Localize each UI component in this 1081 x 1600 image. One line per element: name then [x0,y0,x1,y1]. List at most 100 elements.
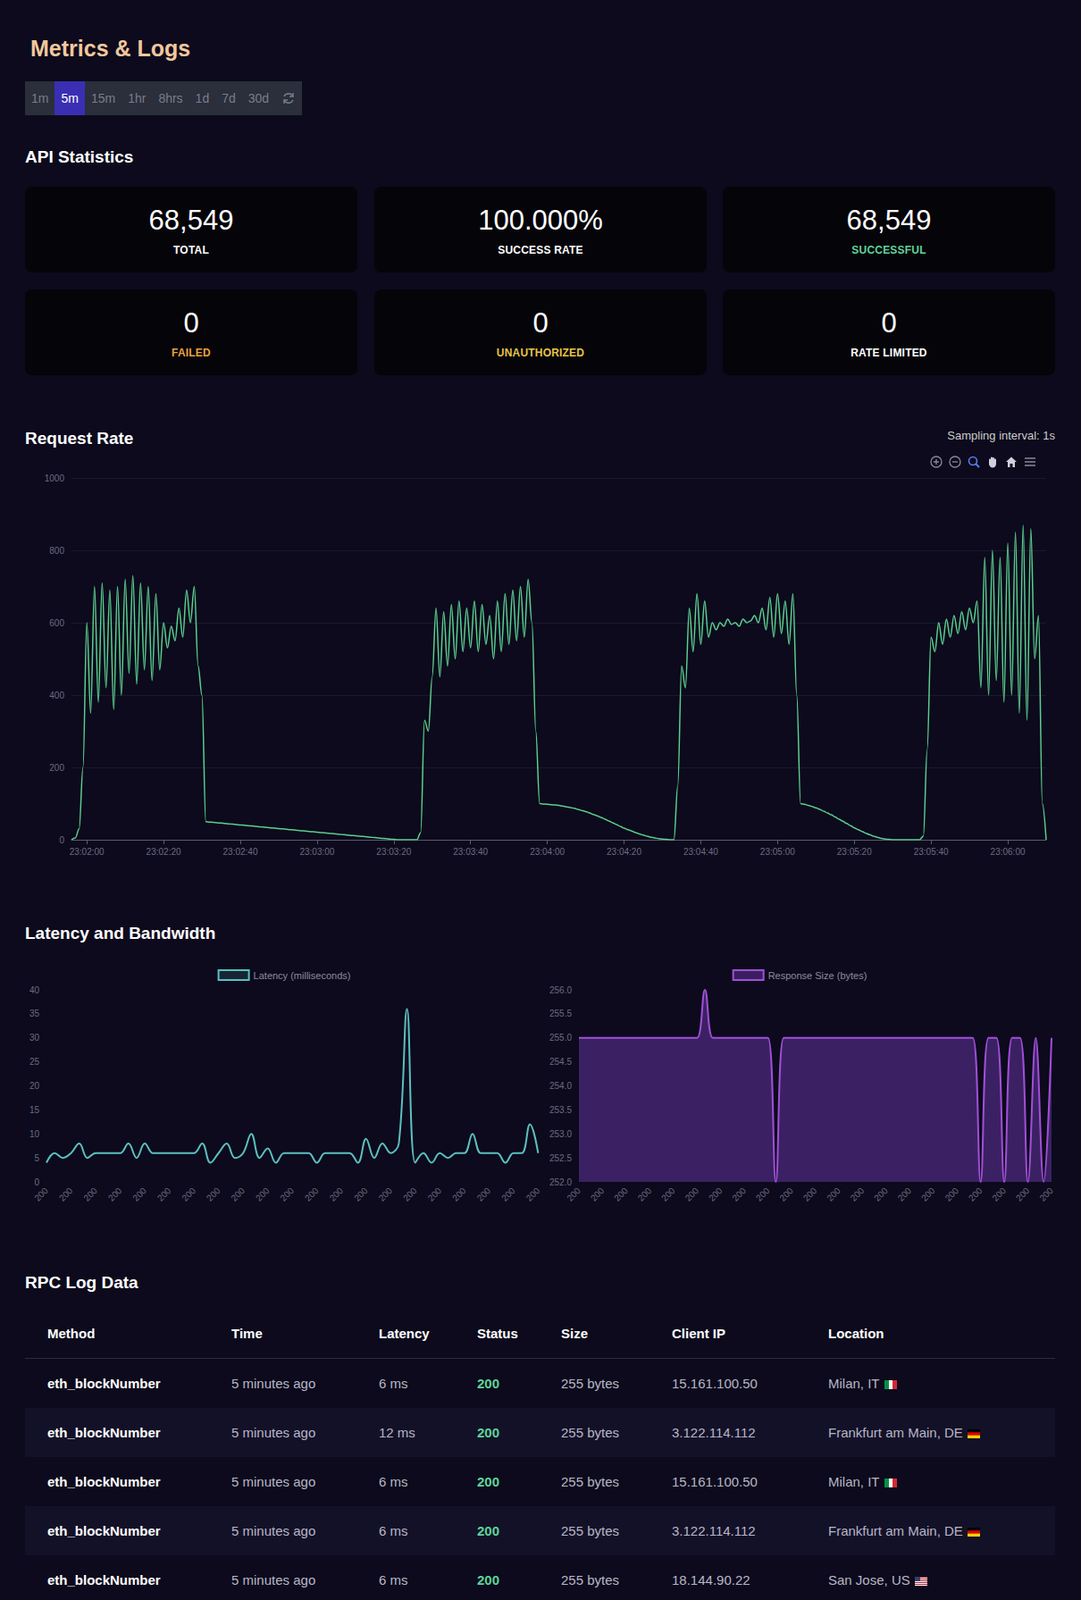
svg-text:252.0: 252.0 [549,1177,572,1188]
svg-text:200: 200 [130,1185,149,1204]
svg-text:254.5: 254.5 [549,1056,572,1067]
svg-text:23:05:40: 23:05:40 [913,846,949,857]
svg-text:800: 800 [49,545,65,556]
svg-text:200: 200 [179,1185,198,1204]
svg-text:23:05:00: 23:05:00 [760,846,796,857]
svg-text:23:03:00: 23:03:00 [299,846,335,857]
svg-text:200: 200 [204,1185,223,1204]
svg-text:200: 200 [106,1185,125,1204]
svg-text:200: 200 [253,1185,272,1204]
svg-text:25: 25 [29,1056,41,1067]
html-text:68,549: 68,549 [846,204,932,236]
html-text:Latency and Bandwidth: Latency and Bandwidth [25,923,216,943]
svg-text:200: 200 [32,1185,51,1204]
svg-text:200: 200 [706,1185,725,1204]
svg-text:20: 20 [29,1081,41,1091]
svg-text:400: 400 [49,690,65,701]
svg-text:200: 200 [524,1185,543,1204]
svg-text:23:04:20: 23:04:20 [606,846,642,857]
svg-text:200: 200 [611,1185,630,1204]
svg-text:15: 15 [29,1105,41,1115]
svg-text:23:05:20: 23:05:20 [837,846,872,857]
svg-text:200: 200 [475,1185,494,1204]
html-text:5 minutes ago: 5 minutes ago [231,1375,316,1392]
html-text:eth_blockNumber: eth_blockNumber [47,1375,161,1392]
svg-text:200: 200 [1013,1185,1032,1204]
svg-text:200: 200 [228,1185,247,1204]
svg-text:200: 200 [801,1185,820,1204]
svg-text:600: 600 [49,618,65,629]
html-text:5 minutes ago: 5 minutes ago [231,1424,316,1441]
svg-text:200: 200 [564,1185,583,1204]
svg-text:200: 200 [777,1185,796,1204]
svg-text:200: 200 [450,1185,469,1204]
svg-text:200: 200 [659,1185,678,1204]
html-text:0: 0 [532,307,549,339]
svg-text:256.0: 256.0 [549,985,572,996]
svg-text:200: 200 [754,1185,772,1204]
svg-text:30: 30 [29,1032,41,1043]
svg-text:200: 200 [302,1185,321,1204]
svg-text:200: 200 [327,1185,346,1204]
svg-text:200: 200 [824,1185,843,1204]
svg-text:200: 200 [588,1185,607,1204]
svg-text:5: 5 [33,1153,40,1164]
svg-text:253.0: 253.0 [549,1129,572,1140]
html-text:100.000%: 100.000% [478,204,603,236]
svg-text:1000: 1000 [44,473,66,484]
svg-text:10: 10 [29,1129,41,1140]
html-text:Milan, IT: Milan, IT [828,1375,880,1392]
svg-text:Latency (milliseconds): Latency (milliseconds) [253,970,352,981]
html-text:255 bytes: 255 bytes [561,1375,620,1392]
svg-text:0: 0 [33,1177,40,1188]
svg-text:254.0: 254.0 [549,1081,572,1091]
svg-text:200: 200 [943,1185,962,1204]
svg-text:23:02:00: 23:02:00 [69,846,105,857]
svg-text:200: 200 [989,1185,1008,1204]
svg-text:200: 200 [636,1185,654,1204]
svg-text:252.5: 252.5 [549,1153,572,1164]
svg-text:200: 200 [401,1185,419,1204]
svg-text:200: 200 [729,1185,748,1204]
svg-text:200: 200 [57,1185,76,1204]
svg-text:200: 200 [1037,1185,1056,1204]
svg-text:200: 200 [277,1185,296,1204]
svg-text:200: 200 [49,762,65,773]
html-text:6 ms: 6 ms [378,1375,408,1392]
svg-text:0: 0 [58,835,65,846]
svg-text:Response Size (bytes): Response Size (bytes) [768,970,868,981]
svg-text:40: 40 [29,985,41,996]
svg-text:255.0: 255.0 [549,1032,572,1043]
svg-text:200: 200 [896,1185,914,1204]
html-text:15.161.100.50: 15.161.100.50 [671,1375,758,1392]
svg-text:200: 200 [919,1185,938,1204]
html-text:68,549: 68,549 [148,204,234,236]
svg-text:200: 200 [848,1185,867,1204]
svg-text:23:06:00: 23:06:00 [990,846,1026,857]
svg-text:35: 35 [29,1008,41,1019]
svg-text:23:02:20: 23:02:20 [146,846,182,857]
svg-text:23:04:40: 23:04:40 [683,846,719,857]
svg-text:200: 200 [499,1185,518,1204]
html-text:Metrics & Logs: Metrics & Logs [30,35,191,61]
html-text:200: 200 [477,1375,500,1392]
svg-text:200: 200 [155,1185,174,1204]
svg-text:23:02:40: 23:02:40 [223,846,259,857]
svg-text:23:04:00: 23:04:00 [529,846,565,857]
svg-text:200: 200 [966,1185,985,1204]
svg-text:200: 200 [351,1185,370,1204]
html-text:Request Rate: Request Rate [25,428,134,448]
svg-text:253.5: 253.5 [549,1105,572,1115]
html-text:eth_blockNumber: eth_blockNumber [47,1424,161,1441]
html-text:12 ms: 12 ms [378,1424,416,1441]
svg-text:200: 200 [871,1185,890,1204]
html-text:RPC Log Data: RPC Log Data [25,1273,139,1292]
svg-text:200: 200 [683,1185,702,1204]
svg-text:255.5: 255.5 [549,1008,572,1019]
svg-text:200: 200 [426,1185,445,1204]
html-text:API Statistics: API Statistics [25,147,134,167]
svg-text:200: 200 [81,1185,100,1204]
svg-text:200: 200 [377,1185,395,1204]
svg-text:23:03:20: 23:03:20 [376,846,411,857]
svg-text:23:03:40: 23:03:40 [452,846,488,857]
